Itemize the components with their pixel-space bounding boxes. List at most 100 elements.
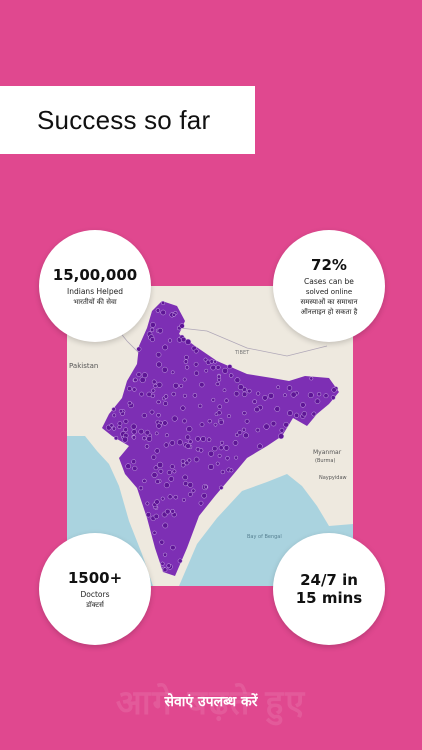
map-marker-dot <box>151 454 157 460</box>
map-marker-dot <box>123 427 129 433</box>
map-marker-dot <box>162 522 169 529</box>
map-marker-dot <box>163 442 169 448</box>
map-marker-dot <box>195 447 201 452</box>
map-marker-dot <box>166 563 171 568</box>
map-marker-dot <box>173 494 178 500</box>
map-marker-dot <box>149 327 155 332</box>
map-marker-dot <box>216 374 221 379</box>
map-marker-dot <box>182 393 187 398</box>
stat-label-hindi-line1: समस्याओं का समाधान <box>300 297 358 306</box>
map-marker-dot <box>219 485 224 490</box>
map-marker-dot <box>242 410 247 416</box>
map-marker-dot <box>208 450 215 457</box>
map-marker-dot <box>117 424 122 429</box>
map-marker-dot <box>237 430 243 436</box>
map-marker-dot <box>224 398 229 403</box>
map-marker-dot <box>142 436 147 441</box>
map-marker-dot <box>278 433 285 440</box>
map-marker-dot <box>150 322 156 328</box>
map-marker-dot <box>220 469 225 475</box>
stat-label-line1: Cases can be <box>304 276 354 286</box>
map-marker-dot <box>138 428 144 435</box>
map-marker-dot <box>142 478 147 484</box>
map-marker-dot <box>154 448 160 454</box>
map-marker-dot <box>157 327 164 334</box>
map-marker-dot <box>141 412 147 419</box>
map-marker-dot <box>227 414 231 419</box>
map-marker-dot <box>185 443 191 449</box>
map-marker-dot <box>187 482 194 488</box>
border-line <box>161 325 328 357</box>
map-marker-dot <box>181 497 186 502</box>
map-marker-dot <box>199 382 205 388</box>
map-marker-dot <box>218 419 224 425</box>
map-marker-dot <box>208 463 214 470</box>
map-marker-dot <box>162 567 168 573</box>
map-marker-dot <box>159 539 165 545</box>
map-marker-dot <box>163 482 170 489</box>
map-marker-dot <box>185 338 192 345</box>
map-marker-dot <box>252 399 257 404</box>
map-marker-dot <box>168 476 175 482</box>
map-marker-dot <box>149 337 155 343</box>
map-marker-dot <box>330 395 336 400</box>
map-label-myanmar: Myanmar <box>313 449 342 456</box>
map-marker-dot <box>111 407 116 412</box>
map-marker-dot <box>185 434 191 440</box>
map-marker-dot <box>179 383 184 388</box>
stat-doctors: 1500+ Doctors डॉक्टर्स <box>39 533 151 645</box>
map-marker-dot <box>141 372 148 379</box>
stat-solved-online: 72% Cases can be solved online समस्याओं … <box>273 230 385 342</box>
stat-label-hindi: भारतीयों की सेवा <box>73 297 117 306</box>
map-marker-dot <box>257 443 263 450</box>
map-marker-dot <box>187 458 192 463</box>
map-marker-dot <box>219 440 225 445</box>
map-marker-dot <box>127 386 132 392</box>
map-marker-dot <box>243 432 249 439</box>
map-marker-dot <box>163 552 168 557</box>
map-marker-dot <box>182 377 187 382</box>
map-marker-dot <box>274 406 281 412</box>
stat-value: 15,00,000 <box>52 265 138 284</box>
map-marker-dot <box>164 508 171 515</box>
map-marker-dot <box>309 376 314 381</box>
map-marker-dot <box>186 426 193 433</box>
map-marker-dot <box>213 359 217 364</box>
map-marker-dot <box>151 379 157 385</box>
map-marker-dot <box>153 383 158 388</box>
map-marker-dot <box>172 469 177 474</box>
map-marker-dot <box>154 499 160 505</box>
map-marker-dot <box>160 309 166 316</box>
map-marker-dot <box>138 485 144 491</box>
map-label-pakistan: Pakistan <box>69 362 98 370</box>
footer-caption: सेवाएं उपलब्ध करें <box>164 694 258 710</box>
stat-indians-helped: 15,00,000 Indians Helped भारतीयों की सेव… <box>39 230 151 342</box>
map-marker-dot <box>183 359 189 364</box>
map-marker-dot <box>222 367 229 374</box>
map-marker-dot <box>199 422 205 427</box>
map-marker-dot <box>139 391 144 397</box>
map-marker-dot <box>154 431 159 436</box>
stat-label-hindi-line2: ऑनलाइन हो सकता है <box>300 307 358 316</box>
map-marker-dot <box>122 436 128 443</box>
stat-label: Indians Helped <box>67 286 123 296</box>
map-marker-dot <box>279 427 285 433</box>
map-marker-dot <box>241 427 246 432</box>
map-marker-dot <box>198 500 204 506</box>
map-marker-dot <box>132 387 137 392</box>
map-marker-dot <box>130 423 137 430</box>
map-marker-dot <box>184 354 189 360</box>
map-marker-dot <box>287 410 293 416</box>
map-marker-dot <box>183 481 189 487</box>
map-marker-dot <box>155 479 160 484</box>
map-marker-dot <box>180 459 186 464</box>
map-marker-dot <box>314 398 321 405</box>
map-marker-dot <box>211 397 216 402</box>
stat-label: Doctors <box>80 589 110 599</box>
map-marker-dot <box>206 437 212 442</box>
map-marker-dot <box>263 423 270 430</box>
map-label-bay: Bay of Bengal <box>247 534 282 540</box>
map-marker-dot <box>144 429 151 436</box>
map-marker-dot <box>156 412 161 418</box>
map-marker-dot <box>188 439 193 444</box>
